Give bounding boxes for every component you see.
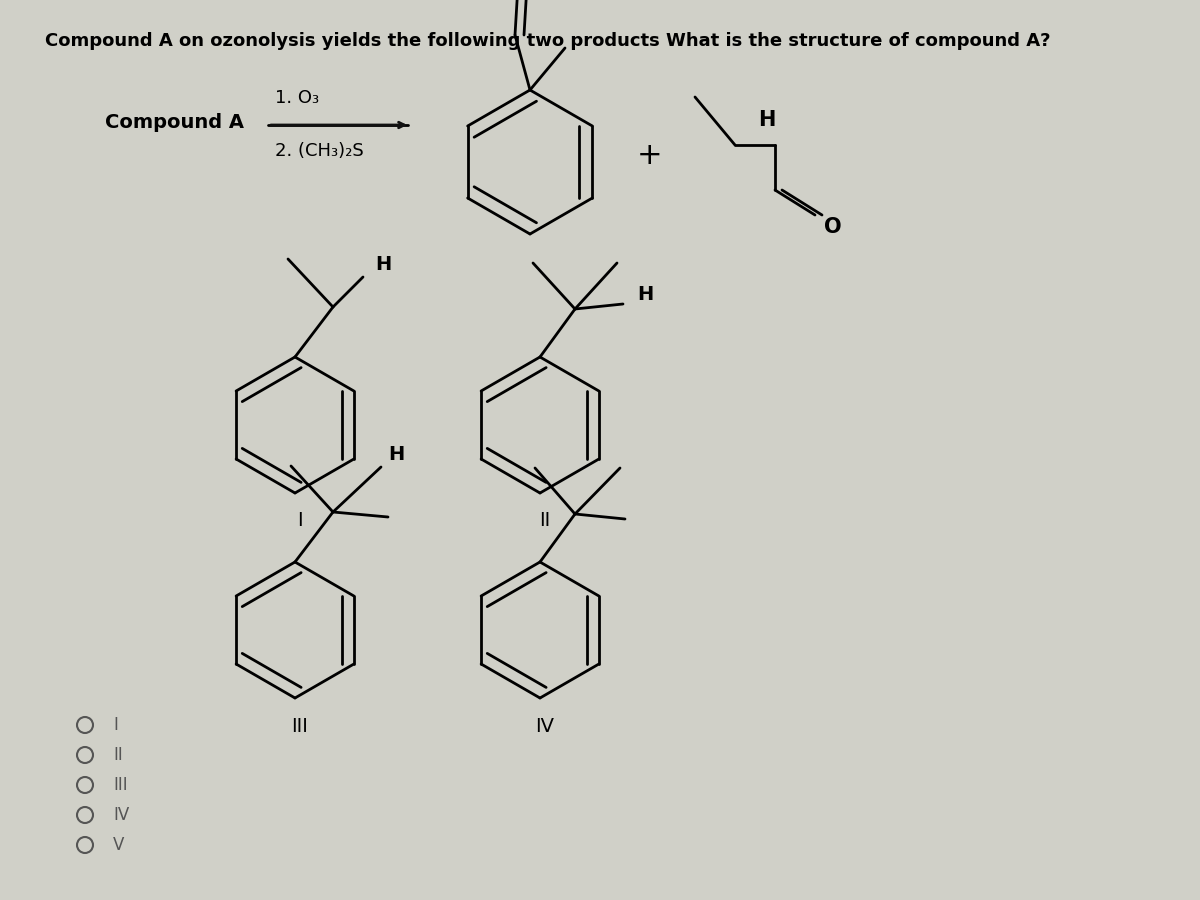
Text: III: III	[292, 716, 308, 735]
Text: IV: IV	[113, 806, 130, 824]
Text: H: H	[758, 110, 775, 130]
Text: I: I	[298, 511, 302, 530]
Text: H: H	[374, 256, 391, 274]
Text: 1. O₃: 1. O₃	[275, 89, 319, 107]
Text: III: III	[113, 776, 127, 794]
Text: IV: IV	[535, 716, 554, 735]
Text: II: II	[113, 746, 122, 764]
Text: I: I	[113, 716, 118, 734]
Text: Compound A: Compound A	[106, 112, 244, 131]
Text: II: II	[539, 511, 551, 530]
Text: Compound A on ozonolysis yields the following two products What is the structure: Compound A on ozonolysis yields the foll…	[46, 32, 1050, 50]
Text: O: O	[824, 217, 842, 237]
Text: 2. (CH₃)₂S: 2. (CH₃)₂S	[275, 142, 364, 160]
Text: H: H	[637, 284, 653, 303]
Text: V: V	[113, 836, 125, 854]
Text: H: H	[388, 446, 404, 464]
Text: +: +	[637, 140, 662, 169]
